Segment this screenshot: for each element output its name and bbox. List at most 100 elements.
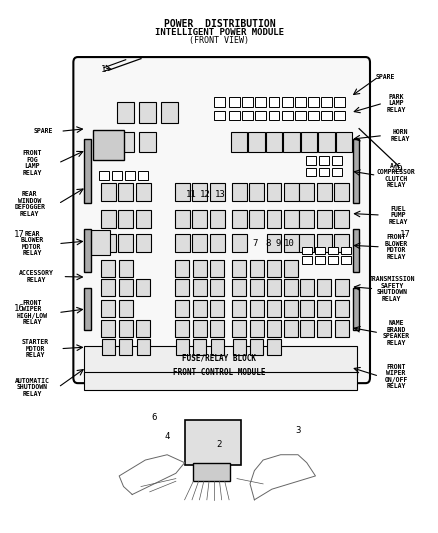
Bar — [299, 233, 314, 252]
Bar — [175, 183, 189, 201]
Bar — [283, 183, 298, 201]
Text: PARK
LAMP
RELAY: PARK LAMP RELAY — [385, 94, 405, 112]
Bar — [266, 233, 281, 252]
Bar — [299, 279, 313, 296]
Bar — [230, 132, 247, 152]
Bar — [306, 168, 315, 176]
Bar — [101, 279, 115, 296]
Bar — [340, 247, 350, 254]
Bar — [102, 339, 115, 355]
Bar — [136, 320, 150, 337]
Bar — [232, 279, 246, 296]
Bar — [175, 210, 189, 228]
Text: 19: 19 — [392, 165, 403, 174]
Bar — [266, 320, 280, 337]
Bar — [242, 111, 253, 120]
Bar — [209, 233, 224, 252]
Bar — [301, 256, 311, 264]
Text: A/C
COMPRESSOR
CLUTCH
RELAY: A/C COMPRESSOR CLUTCH RELAY — [376, 163, 415, 188]
Bar — [192, 260, 206, 277]
Text: STARTER
MOTOR
RELAY: STARTER MOTOR RELAY — [22, 339, 49, 358]
Bar — [101, 233, 116, 252]
Bar — [135, 183, 150, 201]
Text: FUEL
PUMP
RELAY: FUEL PUMP RELAY — [388, 206, 407, 224]
Text: TRANSMISSION
SAFETY
SHUTDOWN
RELAY: TRANSMISSION SAFETY SHUTDOWN RELAY — [368, 276, 414, 302]
Bar — [100, 132, 116, 152]
Bar — [175, 260, 189, 277]
Bar — [232, 260, 246, 277]
Bar — [175, 233, 189, 252]
Bar — [101, 301, 115, 317]
Bar — [119, 339, 132, 355]
Bar — [352, 139, 358, 203]
Bar — [255, 98, 266, 107]
Bar — [192, 183, 207, 201]
Bar — [229, 111, 240, 120]
Bar — [231, 210, 246, 228]
Text: REAR
BLOWER
MOTOR
RELAY: REAR BLOWER MOTOR RELAY — [20, 231, 43, 256]
Bar — [333, 210, 348, 228]
Text: FRONT
BLOWER
MOTOR
RELAY: FRONT BLOWER MOTOR RELAY — [384, 234, 407, 260]
Bar — [307, 111, 318, 120]
Bar — [193, 463, 230, 481]
Bar — [229, 98, 240, 107]
Bar — [214, 111, 224, 120]
Bar — [307, 98, 318, 107]
Text: 9: 9 — [275, 239, 280, 248]
Bar — [314, 256, 324, 264]
Bar — [209, 210, 224, 228]
Bar — [267, 339, 280, 355]
Bar — [138, 102, 156, 123]
Bar — [316, 233, 331, 252]
Bar — [268, 98, 279, 107]
Bar — [335, 132, 351, 152]
Bar — [333, 183, 348, 201]
Text: ACCESSORY
RELAY: ACCESSORY RELAY — [19, 270, 53, 283]
Bar — [101, 320, 115, 337]
Bar — [175, 279, 189, 296]
Text: AUTOMATIC
SHUTDOWN
RELAY: AUTOMATIC SHUTDOWN RELAY — [14, 378, 49, 397]
Bar — [266, 210, 281, 228]
Bar — [249, 301, 263, 317]
Bar — [232, 339, 245, 355]
Bar — [112, 171, 121, 180]
Bar — [327, 256, 337, 264]
Text: 6: 6 — [151, 413, 156, 422]
Bar — [250, 339, 262, 355]
Bar — [317, 301, 330, 317]
Bar — [333, 233, 348, 252]
Bar — [306, 156, 315, 165]
Bar — [334, 301, 348, 317]
Bar — [138, 171, 148, 180]
Bar — [101, 210, 116, 228]
Bar — [139, 132, 155, 152]
Bar — [84, 139, 91, 203]
Bar — [118, 233, 133, 252]
Bar — [332, 168, 341, 176]
Bar — [84, 346, 356, 375]
Bar — [317, 320, 330, 337]
Bar — [334, 320, 348, 337]
Bar — [294, 98, 305, 107]
Text: 7: 7 — [252, 239, 258, 248]
Bar — [352, 229, 358, 272]
Bar — [249, 279, 263, 296]
Bar — [283, 132, 299, 152]
Bar — [255, 111, 266, 120]
Bar — [284, 301, 298, 317]
Bar — [266, 260, 280, 277]
Bar — [192, 279, 206, 296]
Bar — [231, 183, 246, 201]
Text: 10: 10 — [283, 239, 294, 248]
Bar — [283, 233, 298, 252]
Bar — [118, 260, 132, 277]
Bar — [176, 339, 188, 355]
Bar — [214, 98, 224, 107]
Text: 2: 2 — [216, 440, 222, 449]
Text: 13: 13 — [214, 190, 225, 199]
Bar — [192, 210, 207, 228]
Bar — [242, 98, 253, 107]
Bar — [210, 320, 224, 337]
Bar — [84, 372, 356, 390]
Bar — [192, 301, 206, 317]
